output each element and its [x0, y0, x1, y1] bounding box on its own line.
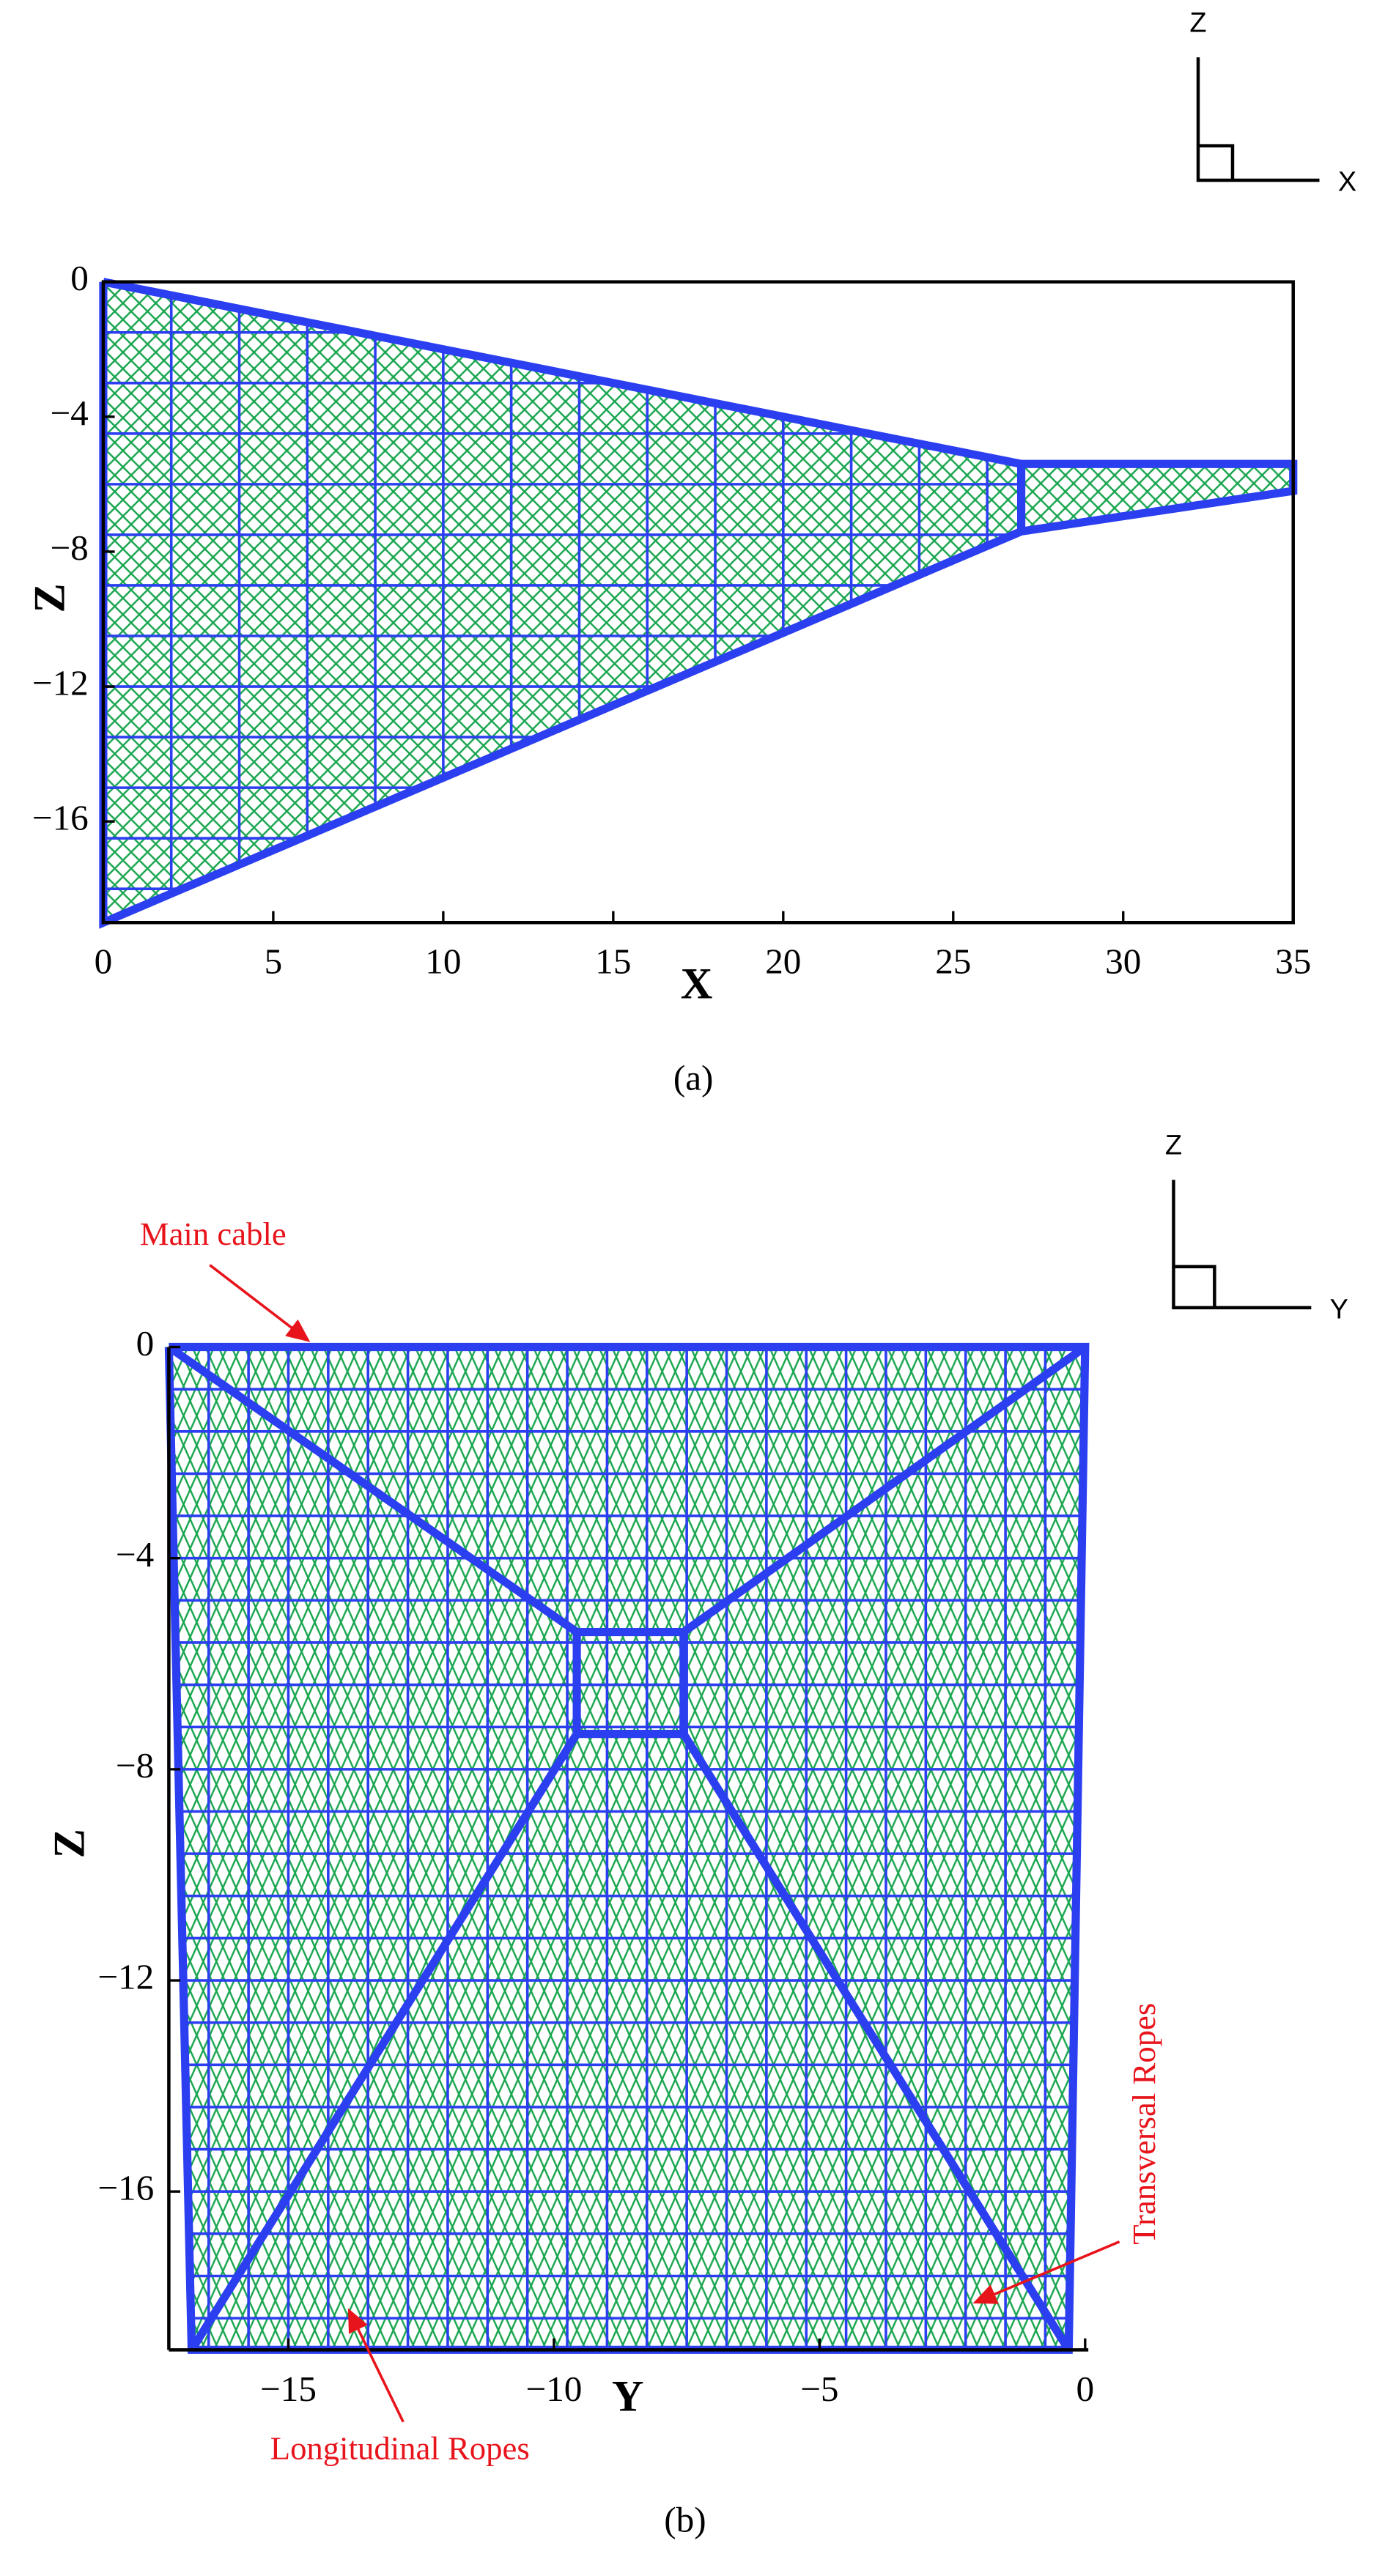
y-tick-label: −12: [32, 662, 89, 703]
y-tick-label: 0: [70, 258, 89, 298]
y-tick-label: −8: [116, 1745, 154, 1785]
main-cable: [572, 1627, 688, 1739]
y-tick-label: −4: [116, 1534, 154, 1574]
rope-grid: [169, 1347, 1085, 2350]
x-tick-label: 25: [935, 941, 971, 982]
x-axis-title: X: [681, 960, 713, 1009]
axis-icon-label: Z: [1165, 1130, 1182, 1161]
x-tick-label: −5: [800, 2369, 838, 2409]
annotation: Main cable: [140, 1215, 287, 1252]
y-tick-label: −8: [50, 528, 88, 568]
caption: (a): [673, 1057, 714, 1098]
caption: (b): [664, 2500, 706, 2540]
annotation: Longitudinal Ropes: [270, 2429, 530, 2466]
main-cable: [680, 1731, 1073, 2353]
y-tick-label: −12: [97, 1956, 154, 1996]
main-cable: [681, 1343, 1088, 1636]
annotation-arrow: [972, 2240, 1120, 2304]
net-hatch: [169, 1347, 1085, 2350]
y-tick-label: 0: [136, 1323, 155, 1363]
axis-icon-label: Z: [1189, 8, 1206, 39]
net-hatch: [103, 281, 1293, 923]
y-axis-title: Z: [45, 1829, 95, 1858]
annotation: Transversal Ropes: [1126, 2003, 1162, 2245]
axis-icon-label: X: [1338, 167, 1356, 198]
main-cable: [166, 1343, 580, 1636]
main-cable: [188, 1731, 580, 2353]
annotation-arrow: [209, 1264, 311, 1342]
x-tick-label: −10: [525, 2369, 582, 2409]
axes-frame: [101, 280, 1295, 925]
y-axis-title: Z: [26, 583, 75, 612]
axis-icon: [1172, 1180, 1312, 1310]
x-tick-label: 20: [765, 941, 801, 982]
x-tick-label: 5: [265, 941, 283, 982]
x-tick-label: 35: [1275, 941, 1311, 982]
axis-icon: [1196, 57, 1320, 182]
y-tick-label: −4: [50, 393, 88, 433]
axis-icon-label: Y: [1330, 1294, 1348, 1325]
panel: −15 −10 −5 0 0 −4 −8 −12 −16 Y Z (b) Z Y Main cable Lon…: [45, 1130, 1349, 2540]
x-tick-label: −15: [260, 2369, 317, 2409]
annotation-arrow: [347, 2308, 405, 2423]
y-tick-label: −16: [32, 797, 89, 837]
x-tick-label: 30: [1105, 941, 1141, 982]
x-tick-label: 10: [425, 941, 461, 982]
y-tick-label: −16: [97, 2168, 154, 2208]
x-tick-label: 0: [1076, 2369, 1095, 2409]
x-tick-label: 15: [595, 941, 631, 982]
x-axis-title: Y: [612, 2372, 644, 2421]
panel: 0 5 10 15 20 25 30 35 0 −4 −8 −12 −16 X Z (a) Z X: [26, 8, 1357, 1098]
x-tick-label: 0: [95, 941, 113, 982]
